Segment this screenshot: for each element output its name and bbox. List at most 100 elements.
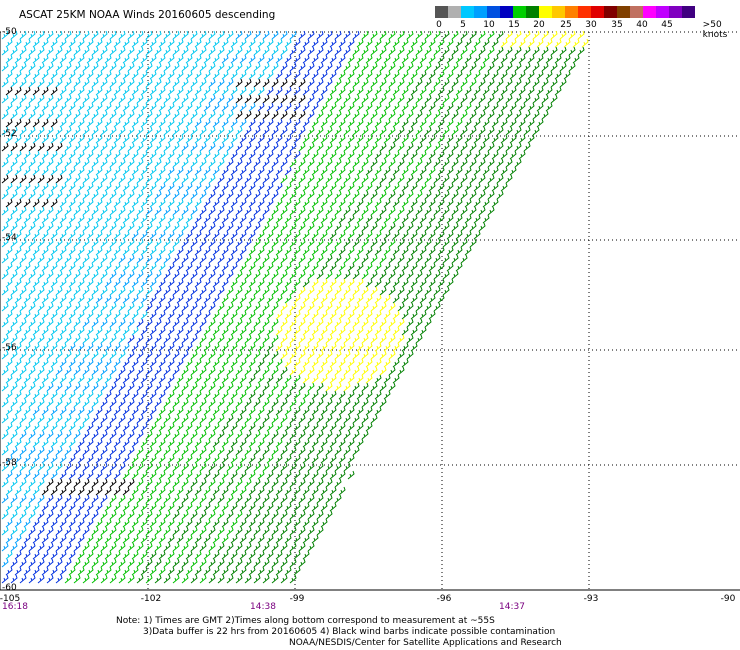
wind-barb [379, 94, 387, 104]
wind-barb [158, 486, 166, 496]
wind-barb [185, 278, 193, 288]
wind-barb [46, 254, 54, 264]
wind-barb [104, 454, 112, 464]
wind-barb [167, 374, 175, 384]
wind-barb [118, 366, 126, 376]
wind-barb [482, 198, 490, 208]
wind-barb [50, 262, 58, 272]
wind-barb [226, 110, 234, 120]
wind-barb [275, 358, 283, 368]
wind-barb [199, 478, 207, 488]
wind-barb [460, 254, 468, 264]
wind-barb [127, 574, 135, 584]
wind-barb [302, 86, 310, 96]
wind-barb [172, 78, 180, 88]
wind-barb [302, 438, 310, 448]
wind-barb [64, 46, 72, 56]
wind-barb [266, 102, 274, 112]
wind-barb [19, 110, 27, 120]
wind-barb [248, 534, 256, 544]
wind-barb [370, 414, 378, 424]
wind-barb [518, 54, 526, 64]
wind-barb [64, 126, 72, 136]
wind-barb [82, 190, 90, 200]
wind-barb [244, 30, 252, 40]
wind-barb [113, 502, 121, 512]
wind-barb [73, 286, 81, 296]
wind-barb [28, 254, 36, 264]
wind-barb [172, 190, 180, 200]
wind-barb [50, 390, 58, 400]
wind-barb [194, 262, 202, 272]
wind-barb [208, 46, 216, 56]
wind-barb [172, 126, 180, 136]
wind-barb [122, 246, 130, 256]
wind-barb [208, 142, 216, 152]
wind-barb [298, 446, 306, 456]
wind-barb [235, 238, 243, 248]
wind-barb [5, 422, 13, 432]
wind-barb [226, 366, 234, 376]
wind-barb [176, 438, 184, 448]
wind-barb [5, 278, 13, 288]
wind-barb [541, 110, 549, 120]
wind-barb [226, 238, 234, 248]
wind-barb [248, 134, 256, 144]
wind-barb [361, 30, 369, 40]
wind-barb [73, 78, 81, 88]
wind-barb [293, 566, 301, 576]
wind-barb [298, 350, 306, 360]
wind-barb [203, 422, 211, 432]
wind-barb [563, 54, 571, 64]
wind-barb [248, 502, 256, 512]
wind-barb [352, 30, 360, 40]
wind-barb [514, 126, 522, 136]
wind-barb [455, 70, 463, 80]
wind-barb [226, 270, 234, 280]
wind-barb [82, 110, 90, 120]
wind-barb [55, 270, 63, 280]
wind-barb [235, 206, 243, 216]
wind-barb [104, 150, 112, 160]
wind-barb [131, 326, 139, 336]
wind-barb [280, 526, 288, 536]
wind-barb [50, 166, 58, 176]
wind-barb [505, 142, 513, 152]
wind-barb [208, 318, 216, 328]
wind-barb [37, 30, 45, 40]
wind-barb [334, 222, 342, 232]
wind-barb [136, 142, 144, 152]
wind-barb [248, 358, 256, 368]
wind-barb [401, 182, 409, 192]
wind-barb [437, 166, 445, 176]
wind-barb [118, 430, 126, 440]
wind-barb [383, 390, 391, 400]
wind-barb [487, 190, 495, 200]
wind-barb [226, 478, 234, 488]
wind-barb [32, 406, 40, 416]
wind-barb [244, 222, 252, 232]
wind-barb [19, 222, 27, 232]
wind-barb [86, 262, 94, 272]
wind-barb [1, 414, 9, 424]
wind-barb [82, 158, 90, 168]
wind-barb [190, 62, 198, 72]
wind-barb [383, 230, 391, 240]
wind-barb [392, 118, 400, 128]
wind-barb [280, 494, 288, 504]
wind-barb [334, 46, 342, 56]
wind-barb [82, 542, 90, 552]
wind-barb [82, 510, 90, 520]
wind-barb [203, 70, 211, 80]
wind-barb [329, 326, 337, 336]
wind-barb [482, 134, 490, 144]
wind-barb [68, 262, 76, 272]
wind-barb [158, 534, 166, 544]
wind-barb [118, 238, 126, 248]
wind-barb [239, 374, 247, 384]
wind-barb [280, 574, 288, 584]
wind-barb [86, 550, 94, 560]
lat-label: -50 [2, 27, 17, 37]
wind-barb [217, 190, 225, 200]
wind-barb [500, 86, 508, 96]
